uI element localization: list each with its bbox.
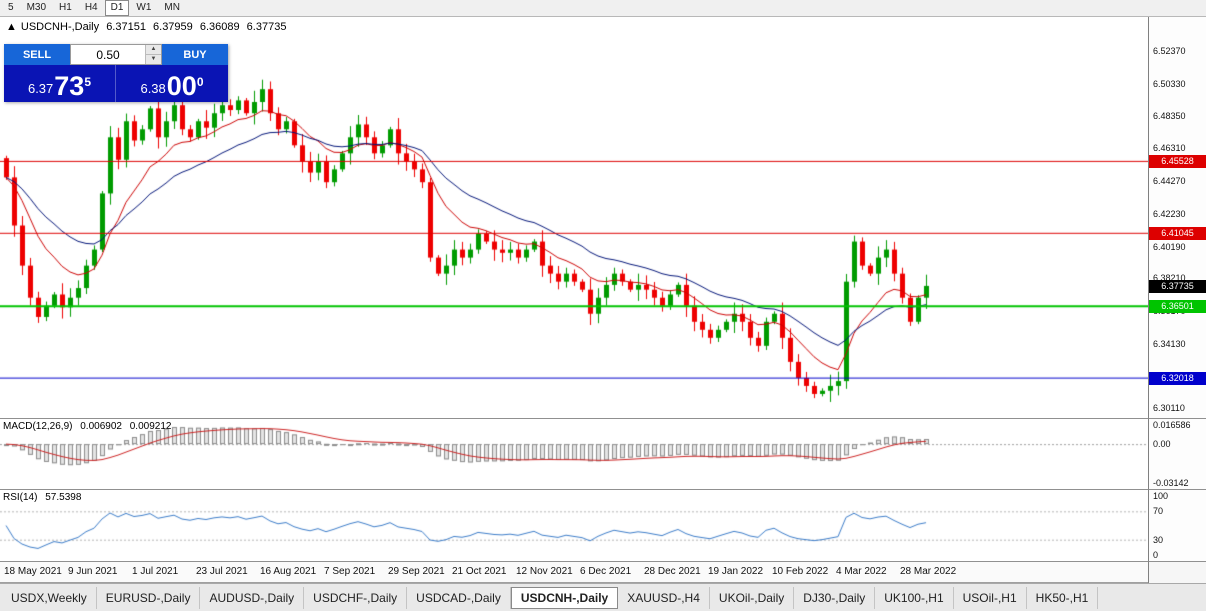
- timeframe-button-5[interactable]: 5: [8, 2, 14, 13]
- price-tick-label: 6.30110: [1153, 403, 1185, 414]
- chart-tab-audusd-daily[interactable]: AUDUSD-,Daily: [200, 586, 305, 609]
- chart-tab-eurusd-daily[interactable]: EURUSD-,Daily: [97, 586, 201, 609]
- rsi-axis-label: 100: [1153, 491, 1169, 501]
- price-tick-label: 6.44270: [1153, 176, 1186, 187]
- macd-name: MACD(12,26,9): [3, 421, 73, 432]
- price-tick-label: 6.46310: [1153, 143, 1186, 154]
- price-tick-label: 6.52370: [1153, 46, 1186, 57]
- sell-price-display[interactable]: 6.37 73 5: [4, 65, 116, 102]
- chart-tab-uk100-h1[interactable]: UK100-,H1: [875, 586, 954, 609]
- sell-price-sup: 5: [84, 75, 92, 89]
- macd-indicator-panel: MACD(12,26,9) 0.006902 0.009212: [0, 419, 1148, 490]
- price-chart-panel: [0, 17, 1148, 419]
- macd-axis-label: -0.03142: [1153, 478, 1189, 488]
- current-price-badge: 6.37735: [1149, 279, 1206, 293]
- time-axis: 18 May 2021 9 Jun 2021 1 Jul 2021 23 Jul 20…: [0, 562, 1148, 583]
- collapse-triangle-icon[interactable]: ▲: [6, 21, 17, 33]
- ohlc-low: 6.36089: [199, 21, 240, 33]
- chart-tab-xauusd-h4[interactable]: XAUUSD-,H4: [618, 586, 710, 609]
- volume-spinner: ▲ ▼: [145, 45, 161, 64]
- volume-input[interactable]: [71, 45, 145, 64]
- timeframe-button-mn[interactable]: MN: [164, 2, 180, 13]
- buy-price-display[interactable]: 6.38 00 0: [116, 65, 228, 102]
- date-label: 6 Dec 2021: [580, 566, 632, 577]
- volume-field-group: ▲ ▼: [70, 44, 162, 65]
- buy-price-sup: 0: [196, 75, 204, 89]
- sell-price-prefix: 6.37: [27, 81, 54, 96]
- date-label: 29 Sep 2021: [388, 566, 445, 577]
- date-label: 9 Jun 2021: [68, 566, 118, 577]
- date-label: 23 Jul 2021: [196, 566, 248, 577]
- buy-button[interactable]: BUY: [162, 44, 228, 65]
- price-tick-label: 6.48350: [1153, 110, 1186, 121]
- macd-axis-label: 0.016586: [1153, 420, 1191, 430]
- date-label: 18 May 2021: [4, 566, 62, 577]
- chart-ohlc-header: ▲ USDCNH-,Daily 6.37151 6.37959 6.36089 6…: [6, 21, 290, 33]
- ohlc-open: 6.37151: [106, 21, 146, 33]
- price-tick-label: 6.42230: [1153, 208, 1186, 219]
- rsi-value: 57.5398: [45, 492, 82, 503]
- date-label: 28 Dec 2021: [644, 566, 701, 577]
- ohlc-close: 6.37735: [246, 21, 287, 33]
- one-click-trading-widget: SELL ▲ ▼ BUY 6.37 73 5 6.38 00 0: [4, 44, 228, 102]
- chart-symbol-period: USDCNH-,Daily: [20, 21, 100, 33]
- level-price-badge: 6.41045: [1149, 226, 1206, 240]
- timeframe-button-w1[interactable]: W1: [136, 2, 152, 13]
- chart-tab-usoil-h1[interactable]: USOil-,H1: [954, 586, 1027, 609]
- rsi-name: RSI(14): [3, 492, 38, 503]
- axis-corner: [1148, 562, 1206, 583]
- chart-tab-usdchf-daily[interactable]: USDCHF-,Daily: [304, 586, 408, 609]
- rsi-label: RSI(14) 57.5398: [3, 492, 86, 503]
- rsi-axis: 100 70 30 0: [1148, 490, 1206, 562]
- macd-axis-label: 0.00: [1153, 439, 1171, 450]
- date-label: 19 Jan 2022: [708, 566, 764, 577]
- date-label: 12 Nov 2021: [516, 566, 573, 577]
- price-tick-label: 6.50330: [1153, 78, 1186, 89]
- ohlc-high: 6.37959: [153, 21, 193, 33]
- date-label: 4 Mar 2022: [836, 566, 887, 577]
- timeframe-toolbar: 5 M30 H1 H4 D1 W1 MN: [0, 0, 1206, 17]
- rsi-axis-label: 30: [1153, 534, 1164, 545]
- date-label: 7 Sep 2021: [324, 566, 376, 577]
- sell-price-big: 73: [54, 71, 85, 101]
- macd-canvas[interactable]: [0, 419, 1148, 489]
- sell-button[interactable]: SELL: [4, 44, 70, 65]
- timeframe-button-h4[interactable]: H4: [84, 2, 98, 13]
- date-label: 10 Feb 2022: [772, 566, 829, 577]
- chart-tab-ukoil-daily[interactable]: UKOil-,Daily: [710, 586, 795, 609]
- chart-tab-usdcad-daily[interactable]: USDCAD-,Daily: [407, 586, 511, 609]
- price-tick-label: 6.40190: [1153, 241, 1186, 252]
- timeframe-button-d1[interactable]: D1: [104, 0, 130, 16]
- chart-tab-usdcnh-daily[interactable]: USDCNH-,Daily: [510, 586, 619, 609]
- date-label: 16 Aug 2021: [260, 566, 317, 577]
- level-price-badge: 6.32018: [1149, 371, 1206, 385]
- chart-tab-hk50-h1[interactable]: HK50-,H1: [1027, 586, 1099, 609]
- chart-tab-usdx-weekly[interactable]: USDX,Weekly: [2, 586, 97, 609]
- volume-up-button[interactable]: ▲: [146, 45, 161, 55]
- buy-price-prefix: 6.38: [140, 81, 166, 96]
- macd-value-signal: 0.009212: [129, 421, 172, 432]
- buy-price-big: 00: [166, 71, 197, 101]
- macd-value-main: 0.006902: [80, 421, 122, 432]
- price-tick-label: 6.38210: [1153, 273, 1186, 284]
- price-tick-label: 6.34130: [1153, 338, 1186, 349]
- level-price-badge: 6.45528: [1149, 154, 1206, 168]
- timeframe-button-h1[interactable]: H1: [59, 2, 72, 13]
- level-price-badge: 6.36501: [1149, 299, 1206, 313]
- rsi-indicator-panel: RSI(14) 57.5398: [0, 490, 1148, 562]
- rsi-axis-label: 70: [1153, 506, 1164, 517]
- volume-down-button[interactable]: ▼: [146, 55, 161, 64]
- price-axis: 6.52370 6.50330 6.48350 6.46310 6.44270 6.422…: [1148, 17, 1206, 419]
- macd-label: MACD(12,26,9) 0.006902 0.009212: [3, 421, 176, 432]
- rsi-canvas[interactable]: [0, 490, 1148, 561]
- chart-tab-dj30-daily[interactable]: DJ30-,Daily: [794, 586, 876, 609]
- rsi-axis-label: 0: [1153, 550, 1159, 560]
- date-label: 28 Mar 2022: [900, 566, 957, 577]
- date-label: 21 Oct 2021: [452, 566, 507, 577]
- chart-tab-bar: USDX,Weekly EURUSD-,Daily AUDUSD-,Daily USD…: [0, 583, 1206, 611]
- date-label: 1 Jul 2021: [132, 566, 179, 577]
- timeframe-button-m30[interactable]: M30: [26, 2, 47, 13]
- macd-axis: 0.016586 0.00 -0.03142: [1148, 419, 1206, 490]
